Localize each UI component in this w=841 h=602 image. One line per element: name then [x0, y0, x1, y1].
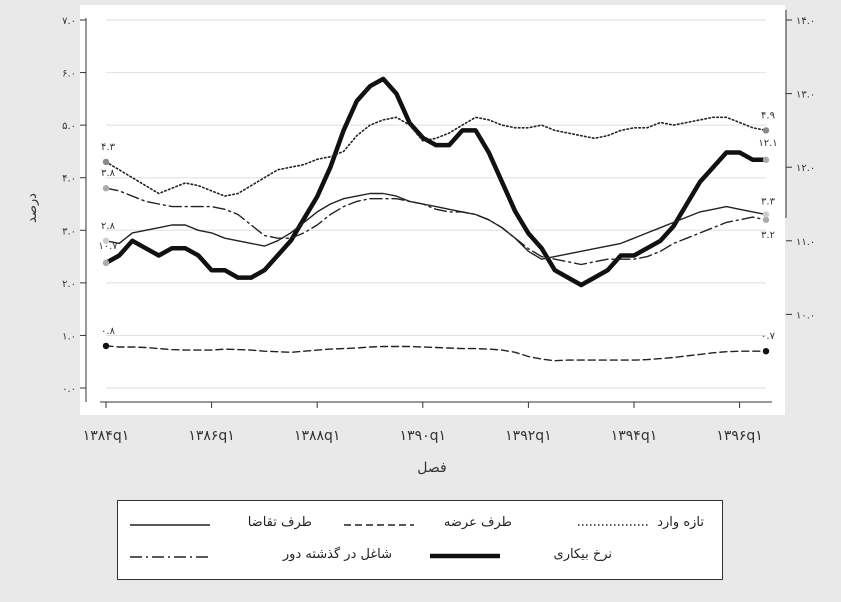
gridlines	[106, 19, 766, 389]
series-end-marker	[762, 348, 770, 355]
series-start-label: ۱۰.۷	[98, 241, 118, 252]
series-end-marker	[762, 211, 770, 218]
y-right-tick-label: ۱۱.۰	[796, 237, 815, 248]
series-start-marker	[102, 237, 110, 244]
axes: ۰.۰ ۱.۰ ۲.۰ ۳.۰ ۴.۰ ۵.۰ ۶.۰ ۷.۰ ۱۰.۰ ۱۱.۰ ۱۲.۰ ۱۳.۰…	[62, 10, 815, 444]
series-start-label: ۲.۸	[101, 221, 116, 232]
x-axis-label: فصل	[417, 460, 446, 476]
series-end-marker	[762, 156, 770, 164]
series-start-marker	[102, 342, 110, 350]
y-right-tick-label: ۱۲.۰	[796, 163, 815, 174]
legend-label-demand: طرف تقاضا	[247, 515, 312, 530]
y-right-tick-label: ۱۴.۰	[796, 16, 815, 27]
series-start-label: ۴.۳	[101, 142, 116, 153]
series-end-label: ۴.۹	[761, 110, 775, 121]
endpoint-markers: ۱۰.۷ ۱۲.۱ ۴.۳ ۴.۹ ۳.۸ ۳.۲ ۲.۸ ۳.۳ ۰.۸ ۰.۷	[98, 110, 778, 355]
x-tick-label: ۱۳۹۶q۱	[716, 428, 762, 444]
legend-label-unemployment: نرخ بیکاری	[553, 547, 612, 562]
legend-label-supply: طرف عرضه	[443, 515, 512, 530]
y-left-tick-label: ۴.۰	[62, 174, 76, 185]
legend-swatch-past-employed	[130, 556, 210, 558]
series-start-label: ۳.۸	[101, 168, 116, 179]
series-end-label: ۰.۷	[761, 331, 776, 342]
legend-swatch-newcomer	[578, 524, 648, 526]
series-start-marker	[102, 185, 110, 192]
legend-swatch-demand	[130, 524, 210, 526]
x-tick-label: ۱۳۸۴q۱	[83, 428, 129, 444]
x-tick-label: ۱۳۹۲q۱	[505, 428, 551, 444]
x-tick-label: ۱۳۹۴q۱	[611, 428, 657, 444]
series-start-marker	[102, 158, 110, 166]
x-tick-label: ۱۳۹۰q۱	[400, 428, 446, 444]
x-tick-label: ۱۳۸۶q۱	[188, 428, 234, 444]
y-right-tick-label: ۱۰.۰	[796, 310, 815, 321]
legend-swatch-supply	[344, 524, 414, 526]
series-end-marker	[762, 216, 770, 223]
legend-label-past-employed: شاغل در گذشته دور	[282, 547, 392, 562]
series-end-marker	[762, 127, 770, 134]
plot-background	[80, 5, 785, 415]
y-left-tick-label: ۷.۰	[62, 16, 76, 27]
legend: طرف تقاضا طرف عرضه تازه وارد شاغل در گذش…	[117, 500, 723, 580]
series-line-3	[105, 192, 767, 260]
legend-swatch-unemployment	[430, 553, 500, 559]
series-line-2	[105, 187, 767, 266]
legend-label-newcomer: تازه وارد	[657, 515, 704, 530]
y-left-tick-label: ۰.۰	[62, 384, 76, 395]
y-axis-label: درصد	[25, 193, 40, 223]
series-line-0	[103, 76, 769, 288]
y-left-tick-label: ۵.۰	[62, 121, 76, 132]
series-line-1	[105, 116, 767, 197]
y-left-tick-label: ۶.۰	[62, 69, 76, 80]
series-start-label: ۰.۸	[101, 326, 116, 337]
y-left-tick-label: ۲.۰	[62, 279, 76, 290]
series-end-label: ۳.۳	[761, 197, 776, 208]
series-end-label: ۳.۲	[761, 230, 775, 241]
series-group	[103, 76, 769, 362]
series-start-marker	[102, 259, 110, 267]
series-line-4	[105, 345, 767, 362]
y-right-tick-label: ۱۳.۰	[796, 90, 815, 101]
y-left-tick-label: ۳.۰	[62, 226, 76, 237]
series-end-label: ۱۲.۱	[758, 138, 777, 149]
x-tick-label: ۱۳۸۸q۱	[294, 428, 340, 444]
y-left-tick-label: ۱.۰	[62, 331, 76, 342]
